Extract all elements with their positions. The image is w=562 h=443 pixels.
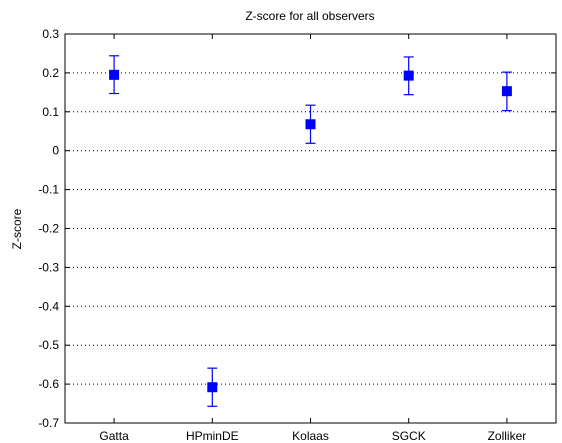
data-point [403,70,414,81]
x-tick-label: Kolaas [292,429,329,443]
data-point [207,382,218,393]
y-tick-label: 0.2 [42,66,59,80]
y-tick-label: -0.3 [38,260,59,274]
y-tick-label: 0.3 [42,27,59,41]
x-ticks: Gatta HPminDE Kolaas SGCK Zolliker [99,34,526,443]
y-tick-label: -0.4 [38,299,59,313]
y-tick-label: -0.2 [38,222,59,236]
y-tick-label: -0.7 [38,416,59,430]
x-tick-label: HPminDE [186,429,239,443]
y-ticks: -0.7 -0.6 -0.5 -0.4 -0.3 -0.2 -0.1 0 0.1 0.2 0.3 [38,27,556,430]
chart-title: Z-score for all observers [245,9,374,23]
data-point [109,69,120,80]
y-tick-label: 0.1 [42,105,59,119]
x-tick-label: Zolliker [488,429,527,443]
x-tick-label: SGCK [392,429,426,443]
x-tick-label: Gatta [99,429,129,443]
y-tick-label: 0 [52,144,59,158]
plot-frame [64,33,557,424]
y-tick-label: -0.5 [38,338,59,352]
y-tick-label: -0.1 [38,183,59,197]
data-point [305,119,316,130]
y-axis-label: Z-score [10,208,24,249]
data-point [501,86,512,97]
y-tick-label: -0.6 [38,377,59,391]
data-points [109,55,512,407]
